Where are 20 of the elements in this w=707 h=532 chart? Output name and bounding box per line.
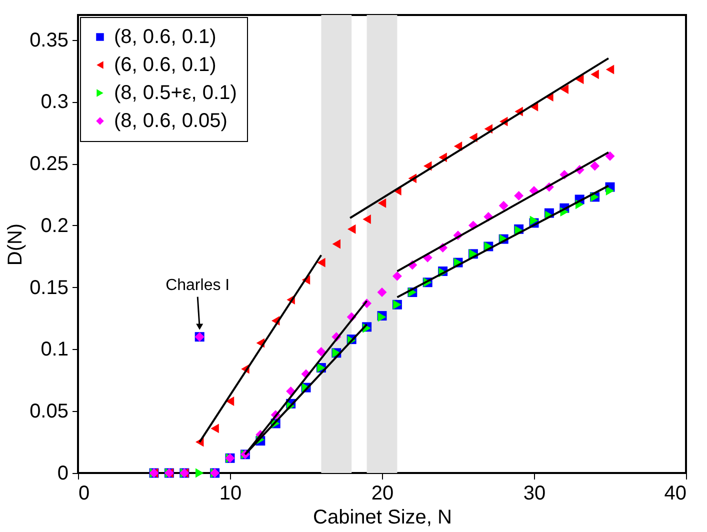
y-tick-label: 0.35 [30,29,68,52]
legend-label: (8, 0.5+ε, 0.1) [114,82,237,104]
legend-label: (8, 0.6, 0.1) [114,26,216,48]
x-tick-label: 30 [523,482,546,504]
y-tick-label: 0.05 [30,400,68,423]
x-axis-title: Cabinet Size, N [313,506,452,528]
x-tick-label: 0 [78,482,90,504]
legend-label: (6, 0.6, 0.1) [114,54,216,76]
y-tick-label: 0.2 [40,214,68,237]
annotation: Charles I [166,276,230,294]
y-tick-label: 0.15 [30,276,68,299]
y-axis-title: D(N) [4,223,27,266]
y-tick-label: 0.3 [40,91,68,114]
y-tick-label: 0.25 [30,153,68,176]
legend-label: (8, 0.6, 0.05) [114,110,228,132]
x-tick-label: 10 [219,482,242,504]
y-tick-label: 0 [57,462,68,484]
x-tick-label: 40 [664,482,686,504]
y-tick-label: 0.1 [40,338,68,361]
x-tick-label: 20 [371,482,394,504]
